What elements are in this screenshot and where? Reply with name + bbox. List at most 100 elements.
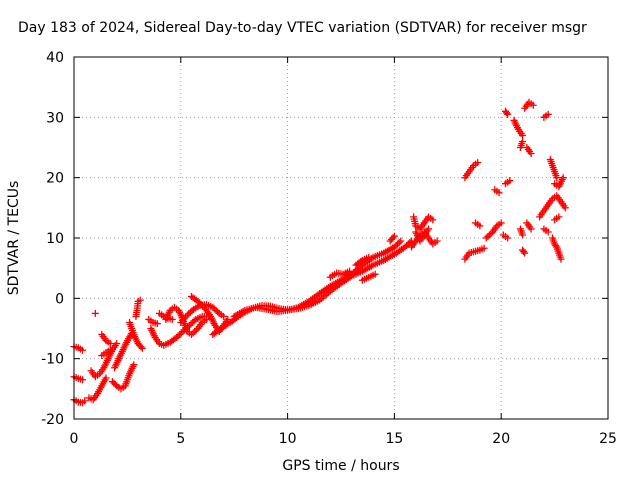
- data-point: [183, 311, 191, 319]
- data-point: [209, 303, 217, 311]
- data-point: [168, 315, 176, 323]
- data-point: [529, 101, 537, 109]
- data-point: [187, 320, 195, 328]
- data-point: [153, 320, 161, 328]
- data-point: [197, 300, 205, 308]
- data-point: [136, 296, 144, 304]
- y-tick-labels: -20 -10 0 10 20 30 40: [41, 50, 64, 428]
- data-point: [504, 234, 512, 242]
- data-point: [177, 329, 185, 337]
- data-point: [401, 243, 409, 251]
- data-point: [176, 331, 184, 339]
- data-point: [544, 228, 552, 236]
- x-tick-labels: 0 5 10 15 20 25: [70, 431, 617, 447]
- y-tick-label: 0: [55, 291, 64, 307]
- data-point: [553, 174, 561, 182]
- data-point: [497, 219, 505, 227]
- data-point: [484, 232, 492, 240]
- data-point: [521, 249, 529, 257]
- data-point: [392, 242, 400, 250]
- data-point: [214, 308, 222, 316]
- data-points: [70, 98, 569, 407]
- data-point: [371, 270, 379, 278]
- data-point: [561, 204, 569, 212]
- data-point: [137, 343, 145, 351]
- data-point: [519, 231, 527, 239]
- data-point: [186, 308, 194, 316]
- y-tick-label: -20: [41, 412, 64, 428]
- x-axis-label: GPS time / hours: [282, 458, 399, 474]
- data-point: [390, 243, 398, 251]
- x-tick-label: 15: [385, 431, 403, 447]
- data-point: [485, 231, 493, 239]
- data-point: [557, 255, 565, 263]
- data-point: [487, 229, 495, 237]
- data-point: [425, 225, 433, 233]
- y-tick-label: -10: [41, 352, 64, 368]
- data-point: [192, 326, 200, 334]
- data-point: [503, 109, 511, 117]
- x-tick-label: 10: [279, 431, 297, 447]
- data-point: [474, 159, 482, 167]
- data-point: [188, 307, 196, 315]
- data-point: [389, 234, 397, 242]
- data-point: [527, 150, 535, 158]
- x-tick-label: 5: [176, 431, 185, 447]
- data-point: [480, 244, 488, 252]
- data-point: [210, 305, 218, 313]
- data-point: [357, 258, 365, 266]
- data-point: [113, 340, 121, 348]
- data-point: [544, 110, 552, 118]
- data-point: [403, 242, 411, 250]
- data-point: [504, 110, 512, 118]
- y-tick-label: 30: [46, 110, 64, 126]
- y-tick-label: 10: [46, 231, 64, 247]
- data-point: [506, 177, 514, 185]
- data-point: [559, 174, 567, 182]
- data-point: [395, 239, 403, 247]
- data-point: [79, 376, 87, 384]
- data-point: [552, 242, 560, 250]
- data-point: [495, 189, 503, 197]
- data-point: [429, 216, 437, 224]
- data-point: [390, 232, 398, 240]
- data-point: [191, 328, 199, 336]
- data-point: [220, 312, 228, 320]
- data-point: [214, 327, 222, 335]
- data-point: [194, 297, 202, 305]
- data-point: [138, 344, 146, 352]
- data-point: [519, 131, 527, 139]
- x-tick-label: 0: [70, 431, 79, 447]
- chart-title: Day 183 of 2024, Sidereal Day-to-day VTE…: [18, 20, 587, 36]
- data-point: [111, 380, 119, 388]
- data-point: [519, 137, 527, 145]
- data-point: [195, 299, 203, 307]
- y-axis-label: SDTVAR / TECUs: [6, 181, 22, 296]
- data-point: [482, 234, 490, 242]
- data-point: [520, 248, 528, 256]
- data-point: [91, 309, 99, 317]
- data-point: [130, 361, 138, 369]
- data-point: [404, 240, 412, 248]
- data-point: [189, 329, 197, 337]
- y-tick-label: 40: [46, 50, 64, 66]
- grid: [74, 57, 608, 419]
- data-point: [190, 317, 198, 325]
- data-point: [476, 222, 484, 230]
- x-tick-label: 20: [492, 431, 510, 447]
- data-point: [173, 334, 181, 342]
- data-point: [102, 374, 110, 382]
- data-point: [433, 237, 441, 245]
- data-point: [202, 315, 210, 323]
- data-point: [394, 240, 402, 248]
- data-point: [79, 346, 87, 354]
- data-point: [365, 253, 373, 261]
- data-point: [187, 331, 195, 339]
- data-point: [346, 267, 354, 275]
- data-point: [185, 310, 193, 318]
- data-point: [212, 306, 220, 314]
- y-tick-label: 20: [46, 171, 64, 187]
- x-tick-label: 25: [599, 431, 617, 447]
- data-point: [81, 397, 89, 405]
